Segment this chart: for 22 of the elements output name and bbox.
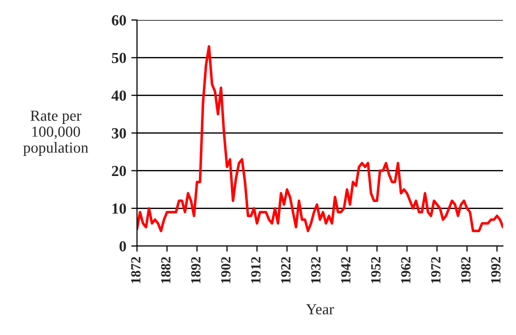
y-axis-title: Rate per 100,000 population [23,110,88,156]
x-tick-label: 1932 [311,257,320,284]
y-tick-label: 40 [112,90,126,101]
y-tick-label: 30 [112,128,126,138]
x-tick-label: 1912 [251,257,260,284]
y-tick-label: 10 [112,203,126,214]
x-tick-label: 1922 [281,257,290,284]
x-tick-label: 1872 [131,257,140,284]
y-tick-label: 60 [112,15,126,26]
x-tick-label: 1992 [491,257,500,284]
x-tick-label: 1892 [191,257,200,284]
x-tick-label: 1942 [341,257,350,284]
y-tick-label: 20 [112,166,126,176]
x-tick-label: 1962 [401,257,410,284]
x-axis-title: Year [306,304,334,314]
x-tick-label: 1952 [371,257,380,284]
x-tick-label: 1902 [221,257,230,284]
y-tick-label: 50 [112,52,126,64]
x-tick-label: 1972 [431,257,440,284]
x-tick-label: 1882 [161,257,170,284]
x-tick-label: 1982 [461,257,470,284]
y-tick-label: 0 [120,241,126,252]
